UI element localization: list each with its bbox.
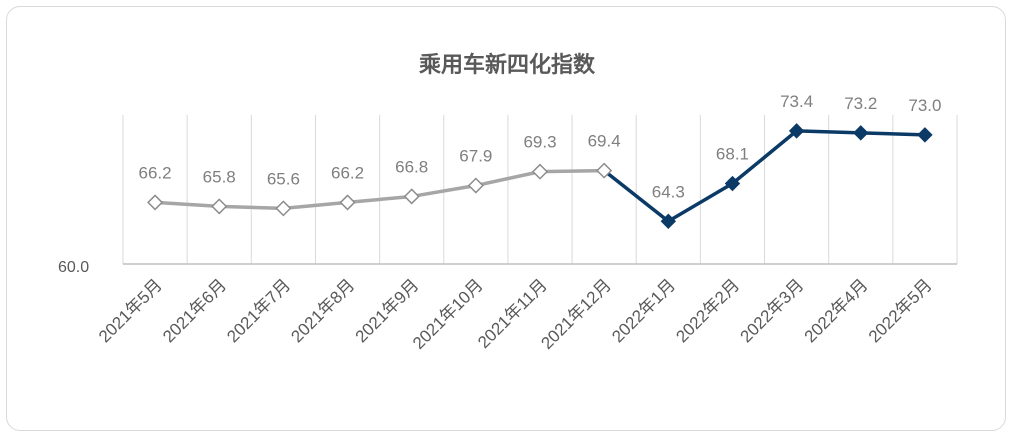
data-label: 66.2 bbox=[331, 163, 364, 182]
data-labels: 66.2 65.8 65.6 66.2 66.8 67.9 69.3 69.4 64.3 68.1… bbox=[139, 92, 942, 201]
data-label: 69.3 bbox=[523, 133, 556, 152]
data-point bbox=[467, 177, 484, 194]
data-label: 66.2 bbox=[139, 163, 172, 182]
data-label: 64.3 bbox=[652, 182, 685, 201]
x-tick-label: 2021年8月 bbox=[287, 275, 358, 346]
data-point bbox=[339, 194, 356, 211]
series-line-1 bbox=[154, 168, 605, 211]
data-label: 67.9 bbox=[459, 147, 492, 166]
series-lines bbox=[154, 129, 925, 224]
x-tick-label: 2022年1月 bbox=[608, 275, 679, 346]
data-label: 69.4 bbox=[588, 132, 621, 151]
data-point bbox=[596, 162, 613, 179]
data-point bbox=[788, 123, 805, 139]
data-point bbox=[403, 188, 420, 205]
y-axis-label: 60.0 bbox=[58, 259, 89, 276]
data-point bbox=[660, 213, 677, 229]
chart-title: 乘用车新四化指数 bbox=[418, 52, 596, 77]
data-point bbox=[531, 163, 549, 180]
data-label: 73.0 bbox=[908, 96, 941, 115]
data-label: 65.8 bbox=[203, 167, 236, 186]
series-line-2 bbox=[603, 129, 925, 224]
series-markers bbox=[147, 123, 933, 229]
x-tick-labels: 2021年5月2021年6月2021年7月2021年8月2021年9月2021年… bbox=[95, 275, 936, 353]
x-tick-label: 2021年7月 bbox=[223, 275, 294, 346]
x-tick-label: 2022年5月 bbox=[865, 275, 936, 346]
data-point bbox=[724, 175, 741, 192]
grid-lines bbox=[122, 115, 958, 264]
x-tick-label: 2021年6月 bbox=[159, 275, 230, 346]
data-label: 66.8 bbox=[395, 157, 428, 176]
x-tick-label: 2022年2月 bbox=[672, 275, 743, 346]
data-label: 65.6 bbox=[267, 169, 300, 188]
x-tick-label: 2021年5月 bbox=[95, 275, 166, 346]
data-point bbox=[147, 194, 164, 211]
chart-frame bbox=[6, 6, 1006, 431]
data-point bbox=[211, 198, 228, 215]
data-label: 73.4 bbox=[780, 92, 813, 111]
data-point bbox=[275, 200, 292, 217]
x-tick-label: 2022年3月 bbox=[737, 275, 808, 346]
data-label: 68.1 bbox=[716, 145, 749, 164]
data-label: 73.2 bbox=[844, 94, 877, 113]
data-point bbox=[853, 125, 869, 141]
x-tick-label: 2022年4月 bbox=[801, 275, 872, 346]
data-point bbox=[917, 127, 933, 143]
